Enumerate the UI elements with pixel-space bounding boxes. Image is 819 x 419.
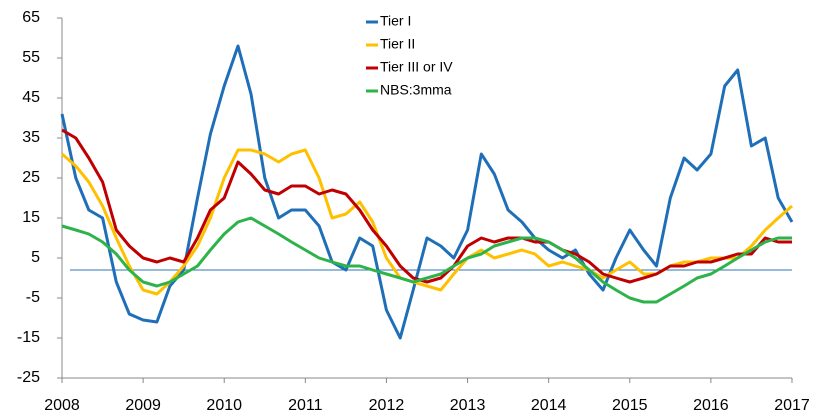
legend-label: Tier III or IV: [380, 59, 453, 75]
x-tick-label: 2010: [206, 397, 242, 414]
x-tick-label: 2016: [693, 397, 729, 414]
x-tick-label: 2017: [774, 397, 810, 414]
legend-label: Tier II: [380, 36, 415, 52]
y-tick-label: 25: [22, 169, 40, 186]
series-line: [60, 44, 794, 340]
x-tick-label: 2008: [44, 397, 80, 414]
y-tick-label: 5: [31, 249, 40, 266]
series-line: [61, 148, 793, 296]
x-tick-label: 2014: [531, 397, 567, 414]
y-tick-label: 35: [22, 129, 40, 146]
x-tick-label: 2009: [125, 397, 161, 414]
legend-label: Tier I: [380, 13, 411, 29]
y-tick-label: 45: [22, 89, 40, 106]
y-tick-label: 15: [22, 209, 40, 226]
x-tick-label: 2013: [450, 397, 486, 414]
x-tick-label: 2011: [288, 397, 323, 414]
x-tick-label: 2012: [369, 397, 405, 414]
series-line: [61, 128, 792, 284]
series-line: [61, 216, 792, 304]
x-tick-label: 2015: [612, 397, 648, 414]
y-tick-label: 55: [22, 49, 40, 66]
legend-label: NBS:3mma: [380, 82, 452, 98]
y-tick-label: -25: [17, 369, 40, 386]
y-tick-label: -15: [17, 329, 40, 346]
y-tick-label: -5: [26, 289, 40, 306]
y-tick-label: 65: [22, 9, 40, 26]
